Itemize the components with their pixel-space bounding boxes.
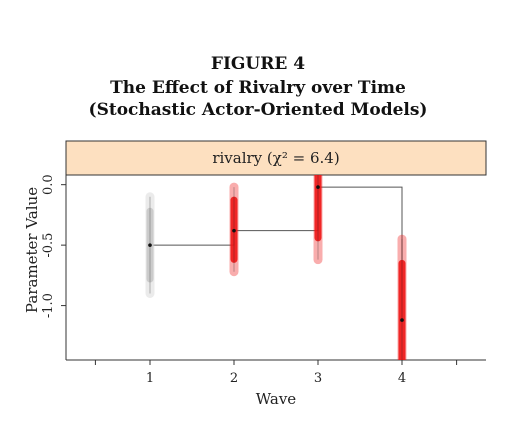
- estimate-point-wave-4: [400, 318, 404, 322]
- x-tick-label: 3: [314, 371, 322, 386]
- y-tick-label: 0.0: [41, 174, 56, 195]
- x-axis-title: Wave: [256, 390, 297, 408]
- figure-title: The Effect of Rivalry over Time (Stochas…: [88, 78, 428, 120]
- y-tick-label: -0.5: [41, 233, 56, 258]
- y-tick-label: -1.0: [41, 293, 56, 318]
- estimate-point-wave-1: [148, 243, 152, 247]
- estimate-point-wave-2: [232, 228, 236, 233]
- x-tick-label: 4: [398, 371, 406, 386]
- estimate-step-line: [150, 186, 403, 321]
- strip-background: [65, 140, 487, 176]
- strip-label: rivalry (χ² = 6.4): [212, 149, 339, 167]
- y-axis-title: Parameter Value: [23, 187, 41, 313]
- estimate-point-wave-3: [316, 185, 320, 189]
- x-tick-label: 1: [146, 371, 154, 386]
- plot-area: 1 2 3 4 0.0 -0.5 -1.0: [41, 174, 486, 386]
- x-tick-label: 2: [230, 371, 238, 386]
- figure-label: FIGURE 4: [210, 54, 306, 74]
